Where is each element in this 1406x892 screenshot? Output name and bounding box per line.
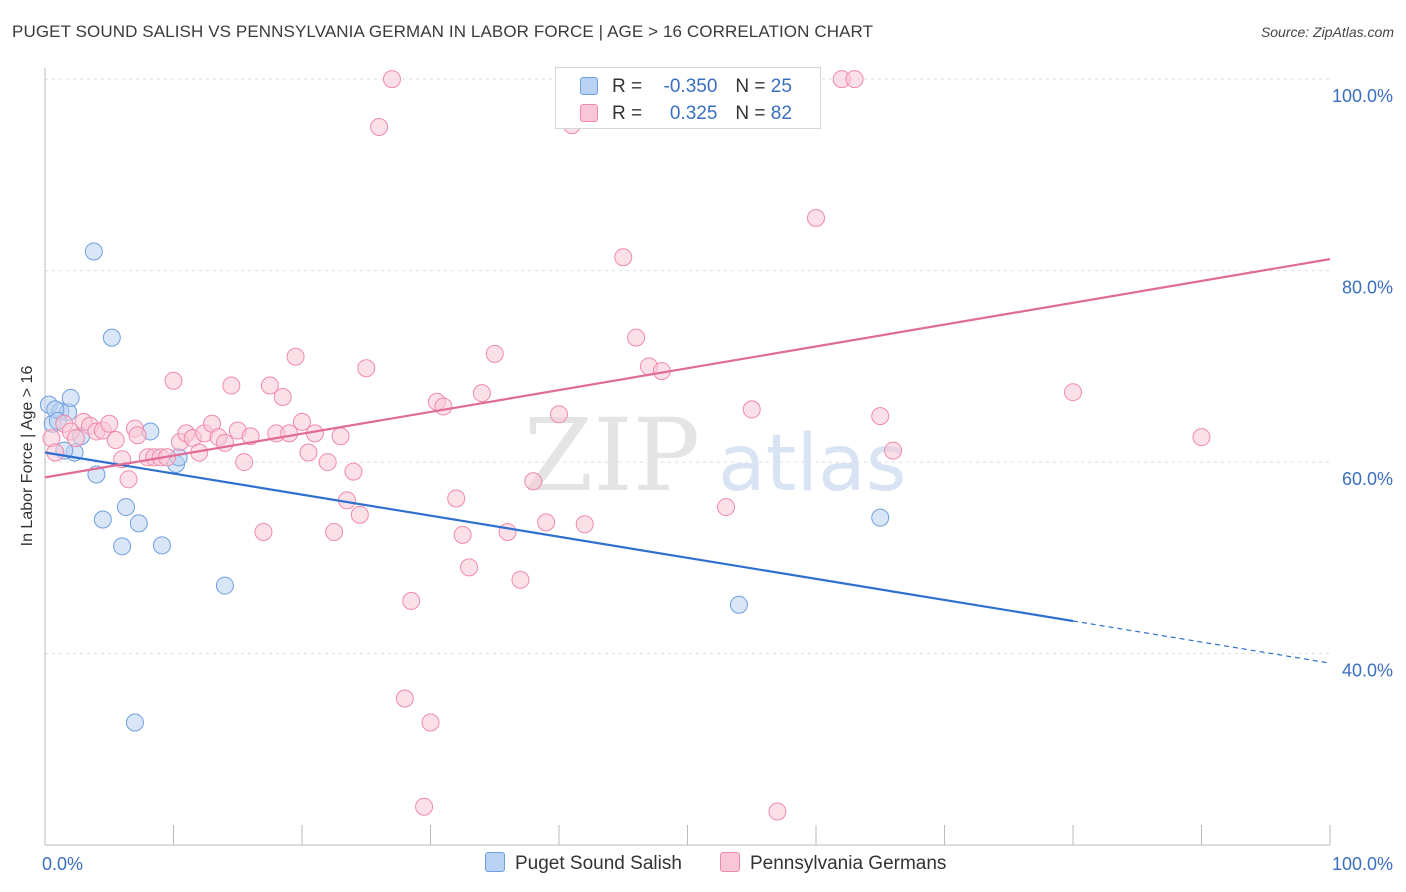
point-pennsylvania	[511, 570, 530, 589]
point-pennsylvania	[871, 407, 890, 426]
y-tick-label: 60.0%	[1342, 469, 1393, 489]
point-pennsylvania	[768, 802, 787, 821]
point-pennsylvania	[286, 347, 305, 366]
point-salish	[729, 595, 748, 614]
x-tick-label: 0.0%	[42, 854, 83, 874]
y-tick-label: 80.0%	[1342, 278, 1393, 298]
watermark-atlas: atlas	[718, 419, 907, 509]
point-salish	[61, 388, 80, 407]
point-pennsylvania	[273, 387, 292, 406]
bottom-legend-swatch-pennsylvania	[720, 852, 740, 872]
point-pennsylvania	[402, 591, 421, 610]
point-pennsylvania	[845, 70, 864, 89]
y-axis-label: In Labor Force | Age > 16	[19, 365, 36, 547]
point-pennsylvania	[66, 429, 85, 448]
point-pennsylvania	[254, 522, 273, 541]
point-salish	[125, 713, 144, 732]
point-pennsylvania	[453, 525, 472, 544]
point-pennsylvania	[357, 359, 376, 378]
axes	[44, 68, 1331, 846]
point-pennsylvania	[119, 470, 138, 489]
point-pennsylvania	[485, 344, 504, 363]
legend-row-salish: R = -0.350 N = 25	[580, 76, 792, 98]
point-pennsylvania	[350, 505, 369, 524]
x-tick-label: 100.0%	[1332, 854, 1393, 874]
bottom-legend-swatch-salish	[485, 852, 505, 872]
bottom-legend-salish: Puget Sound Salish	[485, 852, 682, 875]
point-pennsylvania	[807, 208, 825, 227]
point-pennsylvania	[614, 248, 633, 267]
point-pennsylvania	[627, 328, 646, 347]
point-pennsylvania	[260, 376, 279, 395]
point-pennsylvania	[325, 522, 344, 541]
point-pennsylvania	[498, 522, 517, 541]
trend-lines	[44, 258, 1331, 664]
point-pennsylvania	[447, 489, 466, 508]
point-pennsylvania	[164, 371, 183, 390]
point-salish	[116, 498, 135, 517]
bottom-legend-pennsylvania: Pennsylvania Germans	[720, 852, 946, 875]
point-pennsylvania	[299, 443, 318, 462]
grid-lines	[45, 78, 1330, 655]
point-salish	[93, 510, 112, 529]
point-pennsylvania	[550, 405, 568, 424]
trend-line-pennsylvania	[44, 258, 1331, 479]
point-pennsylvania	[241, 427, 260, 446]
point-salish	[129, 514, 148, 533]
legend-n-pennsylvania: 82	[770, 103, 792, 124]
y-tick-label: 40.0%	[1342, 661, 1393, 681]
point-salish	[113, 537, 132, 556]
legend-n-salish: 25	[770, 76, 792, 97]
y-tick-label: 100.0%	[1332, 86, 1393, 106]
legend-r-pennsylvania: 0.325	[669, 103, 718, 124]
point-salish	[102, 328, 121, 347]
point-pennsylvania	[421, 713, 440, 732]
point-pennsylvania	[1192, 428, 1211, 447]
point-pennsylvania	[395, 689, 414, 708]
point-pennsylvania	[434, 397, 453, 416]
point-pennsylvania	[524, 472, 543, 491]
point-pennsylvania	[106, 431, 125, 450]
legend-swatch-pennsylvania	[580, 104, 598, 122]
point-pennsylvania	[344, 462, 363, 481]
point-pennsylvania	[884, 441, 903, 460]
point-pennsylvania	[100, 414, 119, 433]
point-pennsylvania	[415, 797, 434, 816]
point-pennsylvania	[382, 70, 401, 89]
trend-line-salish	[44, 451, 1074, 623]
point-pennsylvania	[222, 376, 241, 395]
point-pennsylvania	[1064, 383, 1082, 402]
chart-title: PUGET SOUND SALISH VS PENNSYLVANIA GERMA…	[12, 22, 874, 41]
point-pennsylvania	[472, 384, 491, 403]
trend-line-salish-extension	[1072, 620, 1331, 664]
point-pennsylvania	[331, 427, 350, 446]
point-pennsylvania	[128, 426, 147, 445]
point-salish	[152, 536, 171, 555]
point-salish	[84, 242, 103, 261]
tick-labels: 40.0% 60.0% 80.0% 100.0% 0.0% 100.0%	[42, 86, 1393, 874]
point-salish	[871, 508, 890, 527]
point-pennsylvania	[742, 400, 761, 419]
point-pennsylvania	[575, 515, 594, 534]
legend-row-pennsylvania: R = 0.325 N = 82	[580, 103, 792, 125]
source-label: Source: ZipAtlas.com	[1260, 24, 1394, 40]
legend-box: R = -0.350 N = 25 R = 0.325 N = 82	[555, 67, 821, 129]
point-salish	[215, 576, 234, 595]
point-pennsylvania	[370, 118, 389, 137]
point-pennsylvania	[717, 498, 736, 517]
point-pennsylvania	[293, 412, 311, 431]
point-pennsylvania	[460, 558, 479, 577]
point-pennsylvania	[235, 453, 254, 472]
point-pennsylvania	[318, 453, 337, 472]
legend-r-salish: -0.350	[663, 76, 718, 97]
legend-swatch-salish	[580, 77, 598, 95]
point-pennsylvania	[537, 513, 556, 532]
